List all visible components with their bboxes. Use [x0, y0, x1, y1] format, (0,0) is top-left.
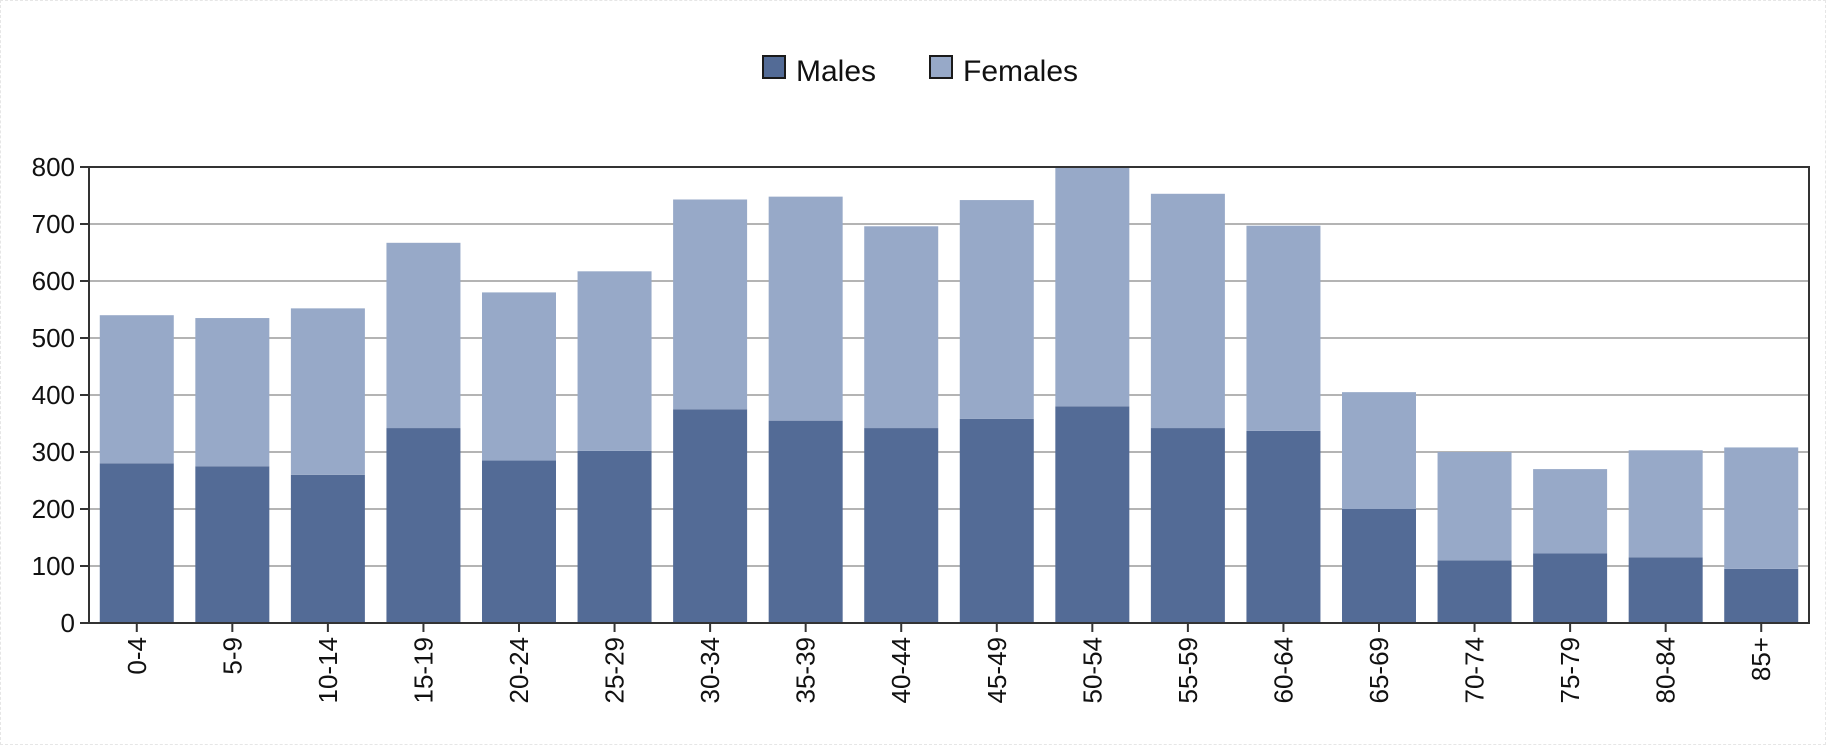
bar-males-65-69 [1342, 509, 1416, 623]
x-tick-label: 35-39 [791, 637, 821, 704]
bar-males-70-74 [1437, 560, 1512, 623]
y-tick-label: 400 [32, 380, 75, 410]
bar-females-55-59 [1150, 193, 1225, 429]
x-tick-label: 55-59 [1173, 637, 1203, 704]
bar-males-10-14 [290, 474, 365, 623]
bar-males-30-34 [673, 409, 748, 623]
y-tick-label: 200 [32, 494, 75, 524]
x-tick-label: 15-19 [408, 637, 438, 704]
x-tick-label: 0-4 [122, 637, 152, 675]
bar-females-85+ [1724, 447, 1799, 569]
bar-females-70-74 [1437, 452, 1512, 561]
x-tick-label: 50-54 [1077, 637, 1107, 704]
x-tick-label: 60-64 [1268, 637, 1298, 704]
x-tick-label: 75-79 [1555, 637, 1585, 704]
legend-swatch-males [762, 55, 786, 79]
x-axis: 0-4 5-9 10-14 15-19 20-24 25-29 30-34 35-39 40-4… [122, 623, 1776, 704]
bar-males-60-64 [1246, 430, 1321, 623]
bar-males-85+ [1724, 568, 1799, 623]
bar-females-65-69 [1342, 392, 1416, 509]
bar-males-40-44 [864, 428, 939, 623]
bar-males-15-19 [386, 428, 461, 623]
bar-females-45-49 [959, 200, 1034, 419]
bar-females-75-79 [1533, 469, 1608, 554]
bar-females-40-44 [864, 226, 939, 429]
x-tick-label: 25-29 [600, 637, 630, 704]
legend-label-females: Females [963, 55, 1078, 88]
bar-males-75-79 [1533, 553, 1608, 623]
bar-males-0-4 [99, 463, 174, 623]
bar-females-25-29 [577, 271, 652, 451]
y-tick-label: 500 [32, 323, 75, 353]
bar-females-35-39 [768, 196, 843, 421]
legend-label-males: Males [796, 55, 876, 88]
bar-females-80-84 [1628, 450, 1703, 558]
y-tick-label: 700 [32, 209, 75, 239]
x-tick-label: 45-49 [982, 637, 1012, 704]
bar-females-0-4 [99, 315, 174, 464]
grid-lines [89, 223, 1809, 567]
bar-females-30-34 [673, 199, 748, 410]
bar-males-50-54 [1055, 406, 1130, 623]
bar-females-20-24 [482, 292, 556, 461]
bar-females-10-14 [290, 308, 365, 475]
x-tick-label: 70-74 [1460, 637, 1490, 704]
legend-swatch-females [929, 55, 953, 79]
x-tick-label: 30-34 [695, 637, 725, 704]
y-axis: 0 100 200 300 400 500 600 700 800 [32, 152, 89, 638]
bar-females-60-64 [1246, 225, 1321, 431]
y-tick-label: 600 [32, 266, 75, 296]
bar-males-55-59 [1150, 428, 1225, 623]
y-tick-label: 800 [32, 152, 75, 182]
x-tick-label: 65-69 [1364, 637, 1394, 704]
x-tick-label: 10-14 [313, 637, 343, 704]
bar-males-5-9 [195, 466, 270, 623]
x-tick-label: 80-84 [1651, 637, 1681, 704]
bars [99, 167, 1799, 623]
y-tick-label: 0 [61, 608, 75, 638]
x-tick-label: 85+ [1746, 637, 1776, 681]
x-tick-label: 5-9 [217, 637, 247, 675]
bar-males-80-84 [1628, 557, 1703, 623]
y-tick-label: 100 [32, 551, 75, 581]
bar-males-25-29 [577, 450, 652, 623]
bar-females-50-54 [1055, 167, 1130, 407]
legend: Males Females [762, 55, 1078, 88]
bar-males-20-24 [482, 460, 556, 623]
bar-males-45-49 [959, 418, 1034, 623]
bar-males-35-39 [768, 420, 843, 623]
y-tick-label: 300 [32, 437, 75, 467]
bar-females-5-9 [195, 318, 270, 467]
x-tick-label: 20-24 [504, 637, 534, 704]
bar-females-15-19 [386, 242, 461, 429]
x-tick-label: 40-44 [886, 637, 916, 704]
